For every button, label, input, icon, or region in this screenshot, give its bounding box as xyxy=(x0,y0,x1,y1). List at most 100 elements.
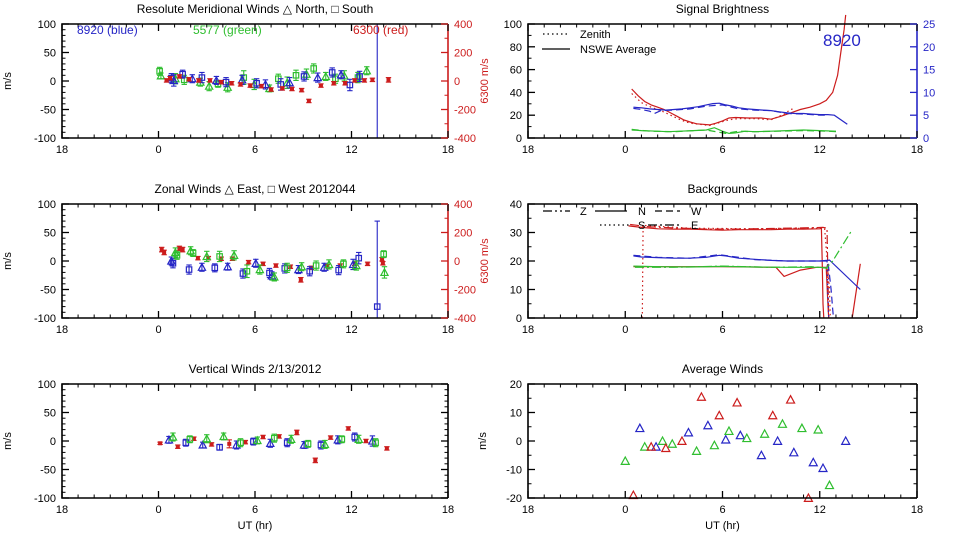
svg-text:400: 400 xyxy=(454,19,472,31)
svg-text:0: 0 xyxy=(454,76,460,88)
series-8920-NSWE-avg xyxy=(633,102,848,125)
plot-annotation: 8920 xyxy=(823,31,861,50)
panel-backgrounds: 18 0 6 12 18 0 10 20 30 40 Backgrounds Z N W S E xyxy=(480,180,960,360)
panel-title: Signal Brightness xyxy=(676,2,769,16)
svg-text:6: 6 xyxy=(719,504,725,516)
series-8920-W xyxy=(633,254,835,319)
legend-label: N xyxy=(638,206,646,218)
legend-label: Z xyxy=(580,206,587,218)
right-axis-label: 6300 m/s xyxy=(479,238,491,284)
svg-text:400: 400 xyxy=(454,199,472,211)
panel-meridional-winds: 18 0 6 12 18 -100 -50 0 50 100 -400 -200 0 200 400 6300… xyxy=(0,0,500,180)
svg-text:0: 0 xyxy=(454,256,460,268)
svg-text:0: 0 xyxy=(622,144,628,156)
svg-text:0: 0 xyxy=(155,504,161,516)
svg-text:18: 18 xyxy=(522,324,534,336)
zonal-winds-plot: 18 0 6 12 18-100-50050100-400-20002004006300… xyxy=(2,182,491,336)
svg-text:0: 0 xyxy=(923,133,929,145)
plot-annotation: 5577 (green) xyxy=(193,23,262,37)
svg-text:12: 12 xyxy=(814,144,826,156)
meridional-winds-plot: 18 0 6 12 18-100-50050100-400-20002004006300… xyxy=(2,2,491,156)
svg-text:0: 0 xyxy=(622,324,628,336)
svg-text:6: 6 xyxy=(719,324,725,336)
x-axis-label: UT (hr) xyxy=(238,520,273,532)
svg-text:20: 20 xyxy=(510,110,522,122)
svg-text:12: 12 xyxy=(814,324,826,336)
svg-text:-50: -50 xyxy=(40,285,56,297)
panel-title: Vertical Winds 2/13/2012 xyxy=(189,362,322,376)
svg-text:6: 6 xyxy=(719,144,725,156)
svg-text:12: 12 xyxy=(345,324,357,336)
legend-label: W xyxy=(691,206,702,218)
series-6300-zenith xyxy=(631,93,796,127)
svg-text:50: 50 xyxy=(44,228,56,240)
panel-vertical-winds: 18 0 6 12 18 -100 -50 0 50 100 m/s UT (hr) Vertical … xyxy=(0,360,500,540)
svg-text:12: 12 xyxy=(814,504,826,516)
svg-text:0: 0 xyxy=(516,313,522,325)
svg-text:18: 18 xyxy=(522,504,534,516)
svg-text:-200: -200 xyxy=(454,105,476,117)
svg-text:25: 25 xyxy=(923,19,935,31)
svg-text:18: 18 xyxy=(911,504,923,516)
svg-text:18: 18 xyxy=(911,324,923,336)
svg-text:40: 40 xyxy=(510,199,522,211)
svg-text:-10: -10 xyxy=(506,465,522,477)
svg-text:0: 0 xyxy=(155,144,161,156)
series-8920-zenith xyxy=(633,104,828,116)
panel-zonal-winds: 18 0 6 12 18 -100 -50 0 50 100 -400 -200 0 200 400 6300… xyxy=(0,180,500,360)
legend-label: NSWE Average xyxy=(580,44,656,56)
svg-text:100: 100 xyxy=(38,19,56,31)
svg-text:18: 18 xyxy=(442,144,454,156)
series-6300-Z xyxy=(633,266,830,319)
plot-annotation: 6300 (red) xyxy=(353,23,408,37)
svg-text:20: 20 xyxy=(510,379,522,391)
legend-label: S xyxy=(638,220,645,232)
svg-text:0: 0 xyxy=(516,133,522,145)
right-axis-label: 6300 m/s xyxy=(479,58,491,104)
svg-text:12: 12 xyxy=(345,144,357,156)
svg-text:-50: -50 xyxy=(40,465,56,477)
svg-text:-100: -100 xyxy=(34,493,56,505)
svg-text:15: 15 xyxy=(923,65,935,77)
series-5577-zenith xyxy=(631,128,837,135)
svg-text:-100: -100 xyxy=(34,133,56,145)
panel-title: Zonal Winds △ East, □ West 2012044 xyxy=(154,182,355,196)
x-axis-label: UT (hr) xyxy=(705,520,740,532)
svg-text:0: 0 xyxy=(50,436,56,448)
y-axis-label: m/s xyxy=(2,432,14,450)
panel-title: Backgrounds xyxy=(687,182,757,196)
svg-text:18: 18 xyxy=(522,144,534,156)
y-axis-label: m/s xyxy=(2,72,14,90)
panel-title: Resolute Meridional Winds △ North, □ Sou… xyxy=(137,2,374,16)
svg-text:50: 50 xyxy=(44,48,56,60)
svg-text:18: 18 xyxy=(442,504,454,516)
svg-text:-50: -50 xyxy=(40,105,56,117)
svg-text:6: 6 xyxy=(252,144,258,156)
svg-text:0: 0 xyxy=(50,256,56,268)
svg-text:-400: -400 xyxy=(454,313,476,325)
series-6300-rise xyxy=(851,263,861,319)
svg-text:6: 6 xyxy=(252,324,258,336)
panel-signal-brightness: 18 0 6 12 18 0 20 40 60 80 100 0 5 10 15 20 25 Signal Bri… xyxy=(480,0,960,180)
svg-text:18: 18 xyxy=(56,144,68,156)
svg-text:12: 12 xyxy=(345,504,357,516)
svg-text:40: 40 xyxy=(510,87,522,99)
svg-text:-400: -400 xyxy=(454,133,476,145)
series-5577-W xyxy=(635,229,853,269)
svg-text:20: 20 xyxy=(510,256,522,268)
svg-text:80: 80 xyxy=(510,42,522,54)
svg-text:-20: -20 xyxy=(506,493,522,505)
svg-text:-100: -100 xyxy=(34,313,56,325)
panel-title: Average Winds xyxy=(682,362,763,376)
svg-text:200: 200 xyxy=(454,228,472,240)
svg-text:10: 10 xyxy=(510,408,522,420)
y-axis-label: m/s xyxy=(2,252,14,270)
series-5577-N xyxy=(633,265,828,269)
svg-text:50: 50 xyxy=(44,408,56,420)
legend-label: E xyxy=(691,220,698,232)
